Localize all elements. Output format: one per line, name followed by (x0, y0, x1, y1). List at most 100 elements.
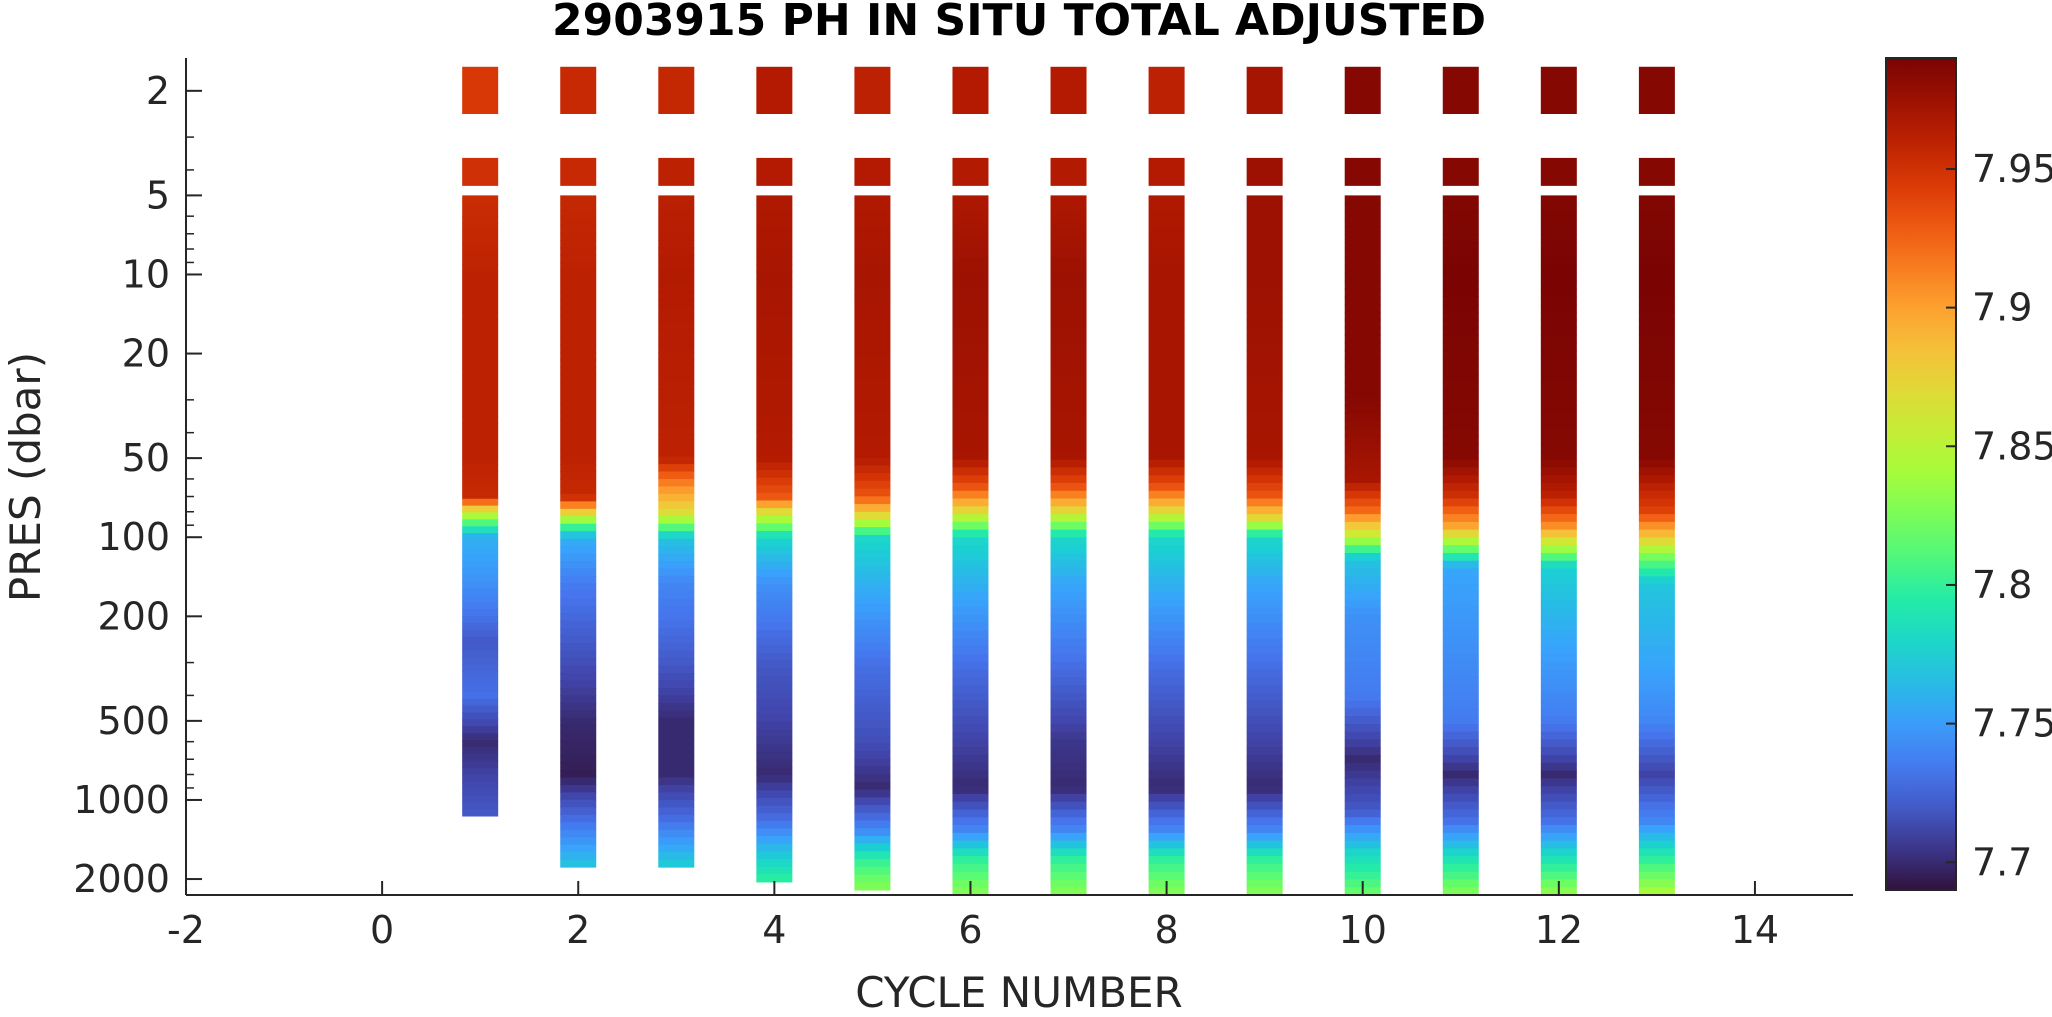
heatmap-cell (1540, 692, 1577, 702)
heatmap-cell (952, 731, 989, 741)
heatmap-cell (1148, 654, 1185, 663)
heatmap-cell (1442, 793, 1479, 803)
heatmap-cell (1638, 420, 1675, 430)
heatmap-cell (560, 434, 597, 443)
heatmap-cell (854, 534, 891, 544)
heatmap-cell (1050, 358, 1087, 367)
heatmap-cell (658, 232, 695, 241)
heatmap-cell (560, 740, 597, 749)
heatmap-cell (1344, 358, 1381, 367)
heatmap-cell (952, 203, 989, 212)
heatmap-cell (1540, 343, 1577, 352)
heatmap-cell (1540, 66, 1577, 114)
heatmap-cell (658, 284, 695, 293)
heatmap-cell (462, 698, 499, 707)
heatmap-cell (1540, 226, 1577, 235)
heatmap-cell (462, 436, 499, 445)
heatmap-cell (1540, 514, 1577, 523)
heatmap-cell (462, 271, 499, 279)
heatmap-cell (1050, 607, 1087, 616)
heatmap-cell (952, 327, 989, 336)
heatmap-cell (1344, 273, 1381, 282)
heatmap-cell (560, 732, 597, 741)
heatmap-cell (1344, 599, 1381, 608)
heatmap-cell (854, 720, 891, 729)
heatmap-cell (1442, 467, 1479, 476)
heatmap-cell (1344, 475, 1381, 484)
heatmap-cell (560, 411, 597, 420)
x-tick-label: 12 (1535, 908, 1583, 952)
heatmap-cell (1638, 716, 1675, 725)
heatmap-cell (1540, 451, 1577, 461)
heatmap-cell (1638, 708, 1675, 717)
heatmap-cell (462, 291, 499, 300)
heatmap-cell (1540, 825, 1577, 834)
heatmap-cell (854, 66, 891, 114)
heatmap-cell (462, 464, 499, 472)
heatmap-cell (658, 643, 695, 652)
heatmap-cell (560, 814, 597, 823)
heatmap-cell (1540, 723, 1577, 733)
heatmap-cell (756, 782, 793, 791)
heatmap-cell (462, 340, 499, 348)
heatmap-cell (952, 249, 989, 259)
heatmap-cell (952, 498, 989, 507)
heatmap-cell (1148, 700, 1185, 710)
heatmap-cell (560, 344, 597, 353)
heatmap-cell (1050, 778, 1087, 787)
heatmap-cell (952, 521, 989, 531)
heatmap-cell (756, 523, 793, 532)
heatmap-cell (1246, 661, 1283, 671)
heatmap-cell (952, 436, 989, 445)
heatmap-cell (1148, 459, 1185, 469)
heatmap-cell (1540, 327, 1577, 336)
heatmap-cell (1540, 296, 1577, 305)
heatmap-cell (1344, 576, 1381, 585)
heatmap-cell (756, 538, 793, 547)
heatmap-cell (1050, 700, 1087, 710)
heatmap-cell (1442, 210, 1479, 220)
heatmap-cell (1540, 716, 1577, 725)
heatmap-cell (1246, 218, 1283, 228)
heatmap-cell (1540, 793, 1577, 803)
heatmap-cell (462, 574, 499, 583)
heatmap-cell (658, 352, 695, 361)
heatmap-cell (952, 723, 989, 733)
heatmap-cell (952, 599, 989, 608)
heatmap-cell (854, 504, 891, 513)
heatmap-cell (560, 822, 597, 831)
heatmap-cell (756, 759, 793, 769)
heatmap-cell (462, 809, 499, 817)
heatmap-cell (1638, 770, 1675, 779)
heatmap-cell (658, 478, 695, 488)
heatmap-cell (854, 195, 891, 204)
heatmap-cell (1442, 832, 1479, 842)
heatmap-cell (462, 471, 499, 479)
heatmap-cell (756, 653, 793, 662)
heatmap-cell (1050, 770, 1087, 779)
heatmap-cell (1148, 436, 1185, 445)
heatmap-cell (1246, 545, 1283, 554)
heatmap-cell (756, 332, 793, 341)
heatmap-cell (560, 725, 597, 734)
heatmap-cell (854, 681, 891, 690)
heatmap-cell (560, 799, 597, 808)
heatmap-cell (952, 584, 989, 593)
heatmap-cell (854, 843, 891, 852)
heatmap-cell (1638, 498, 1675, 507)
heatmap-cell (756, 805, 793, 814)
heatmap-cell (1540, 521, 1577, 531)
heatmap-cell (658, 605, 695, 614)
heatmap-cell (1638, 856, 1675, 865)
heatmap-cell (952, 405, 989, 414)
heatmap-cell (1442, 661, 1479, 671)
y-tick-label: 50 (122, 436, 170, 480)
heatmap-cell (560, 255, 597, 264)
heatmap-cell (560, 672, 597, 682)
heatmap-cell (756, 553, 793, 563)
colorbar-tick-label: 7.9 (1972, 286, 2032, 330)
heatmap-cell (1344, 319, 1381, 329)
heatmap-cell (1246, 685, 1283, 694)
heatmap-cell (952, 615, 989, 624)
heatmap-cell (1246, 599, 1283, 608)
